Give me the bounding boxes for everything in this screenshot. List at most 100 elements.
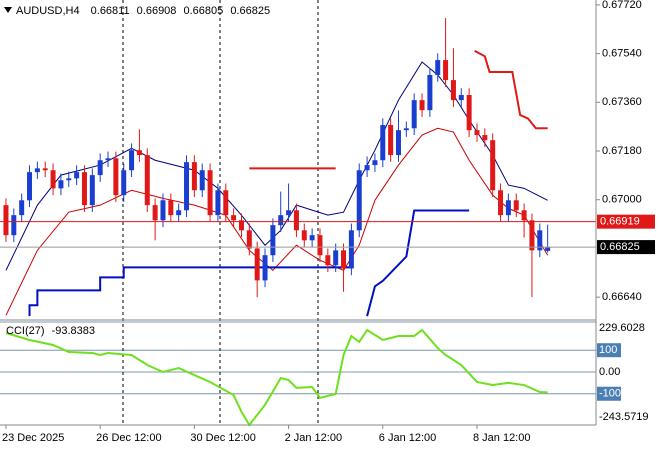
candle-body (89, 175, 95, 206)
candle-body (341, 250, 347, 269)
y-tick-label: 0.00 (599, 366, 620, 378)
candle-body (121, 170, 127, 196)
cci-name: CCI(27) (6, 325, 45, 337)
candle-body (443, 60, 449, 81)
candle-body (223, 190, 229, 216)
candle-body (309, 235, 315, 241)
candle-body (293, 210, 299, 231)
y-tick-label: 0.67720 (602, 0, 642, 11)
open-value: 0.66811 (91, 5, 130, 17)
candle-body (199, 170, 205, 191)
candle-body (168, 200, 174, 216)
y-tick-label: 0.67540 (602, 47, 642, 59)
candle-body (537, 230, 543, 251)
candle-body (435, 60, 441, 75)
candle-body (27, 172, 33, 201)
high-value: 0.66908 (137, 5, 177, 17)
price-panel (0, 18, 596, 317)
candle-body (246, 230, 252, 249)
cci-header: CCI(27) -93.8383 (6, 325, 95, 337)
candle-body (427, 74, 433, 111)
x-tick-label: 23 Dec 2025 (2, 432, 64, 444)
low-value: 0.66805 (183, 5, 223, 17)
candle-body (317, 235, 323, 256)
candle-body (231, 215, 237, 221)
candle-body (286, 210, 292, 216)
candle-body (144, 155, 150, 206)
candle-body (411, 100, 417, 129)
candle-body (403, 128, 409, 131)
x-tick-label: 30 Dec 12:00 (190, 432, 255, 444)
candle-body (474, 130, 480, 136)
candle-body (191, 162, 197, 191)
candle-body (301, 230, 307, 241)
candle-body (238, 220, 244, 231)
candle-body (184, 162, 190, 211)
cci-line (5, 328, 548, 427)
candle-body (490, 140, 496, 191)
level-label-bg (597, 386, 621, 401)
candle-body (380, 125, 386, 161)
y-tick-label: 0.67000 (602, 194, 642, 206)
candle-body (498, 190, 504, 216)
y-tick-label: 100 (599, 344, 617, 356)
candle-body (395, 130, 401, 156)
candle-body (34, 168, 40, 173)
candle-body (545, 247, 551, 251)
candle-body (74, 172, 80, 179)
candle-body (388, 125, 394, 156)
candle-body (19, 200, 25, 216)
candle-body (129, 150, 135, 171)
candle-body (348, 230, 354, 269)
y-tick-label: 0.67360 (602, 96, 642, 108)
candle-body (113, 158, 119, 196)
price-label: 0.66825 (600, 241, 640, 253)
candle-body (105, 158, 111, 161)
cci-panel (5, 328, 548, 427)
candle-body (356, 170, 362, 231)
candle-body (58, 180, 64, 189)
hline-label: 0.66919 (600, 216, 640, 228)
candle-body (278, 215, 284, 226)
candle-body (450, 80, 456, 101)
candle-body (176, 210, 182, 216)
candle-body (152, 205, 158, 221)
price-label-bg (597, 240, 655, 255)
candle-body (419, 100, 425, 111)
hline-label-bg (597, 214, 655, 229)
candle-body (372, 160, 378, 166)
candle-body (364, 165, 370, 171)
candle-body (215, 190, 221, 216)
candle-body (11, 215, 17, 236)
candle-body (505, 200, 511, 216)
cci-value: -93.8383 (52, 325, 95, 337)
candle-body (207, 170, 213, 216)
indicator-line (28, 209, 470, 317)
y-tick-label: 229.6028 (599, 322, 645, 334)
chart-header: AUDUSD,H4 0.66811 0.66908 0.66805 0.6682… (16, 5, 270, 17)
x-tick-label: 26 Dec 12:00 (96, 432, 161, 444)
menu-triangle[interactable] (4, 7, 12, 13)
candle-body (50, 170, 56, 189)
candle-body (3, 205, 9, 236)
candle-body (325, 255, 331, 266)
level-label-bg (597, 343, 621, 358)
candle-body (136, 150, 142, 156)
x-tick-label: 6 Jan 12:00 (379, 432, 437, 444)
x-tick-label: 2 Jan 12:00 (285, 432, 343, 444)
candle-body (466, 94, 472, 131)
candle-body (482, 135, 488, 141)
candle-body (160, 200, 166, 221)
candle-body (262, 255, 268, 281)
candle-body (254, 248, 260, 281)
candle-body (529, 220, 535, 251)
candle-body (513, 200, 519, 211)
y-tick-label: 0.67180 (602, 145, 642, 157)
candle-body (81, 172, 87, 206)
y-tick-label: 0.66640 (602, 291, 642, 303)
candle-body (270, 225, 276, 256)
close-value: 0.66825 (230, 5, 270, 17)
indicator-line (474, 49, 548, 130)
